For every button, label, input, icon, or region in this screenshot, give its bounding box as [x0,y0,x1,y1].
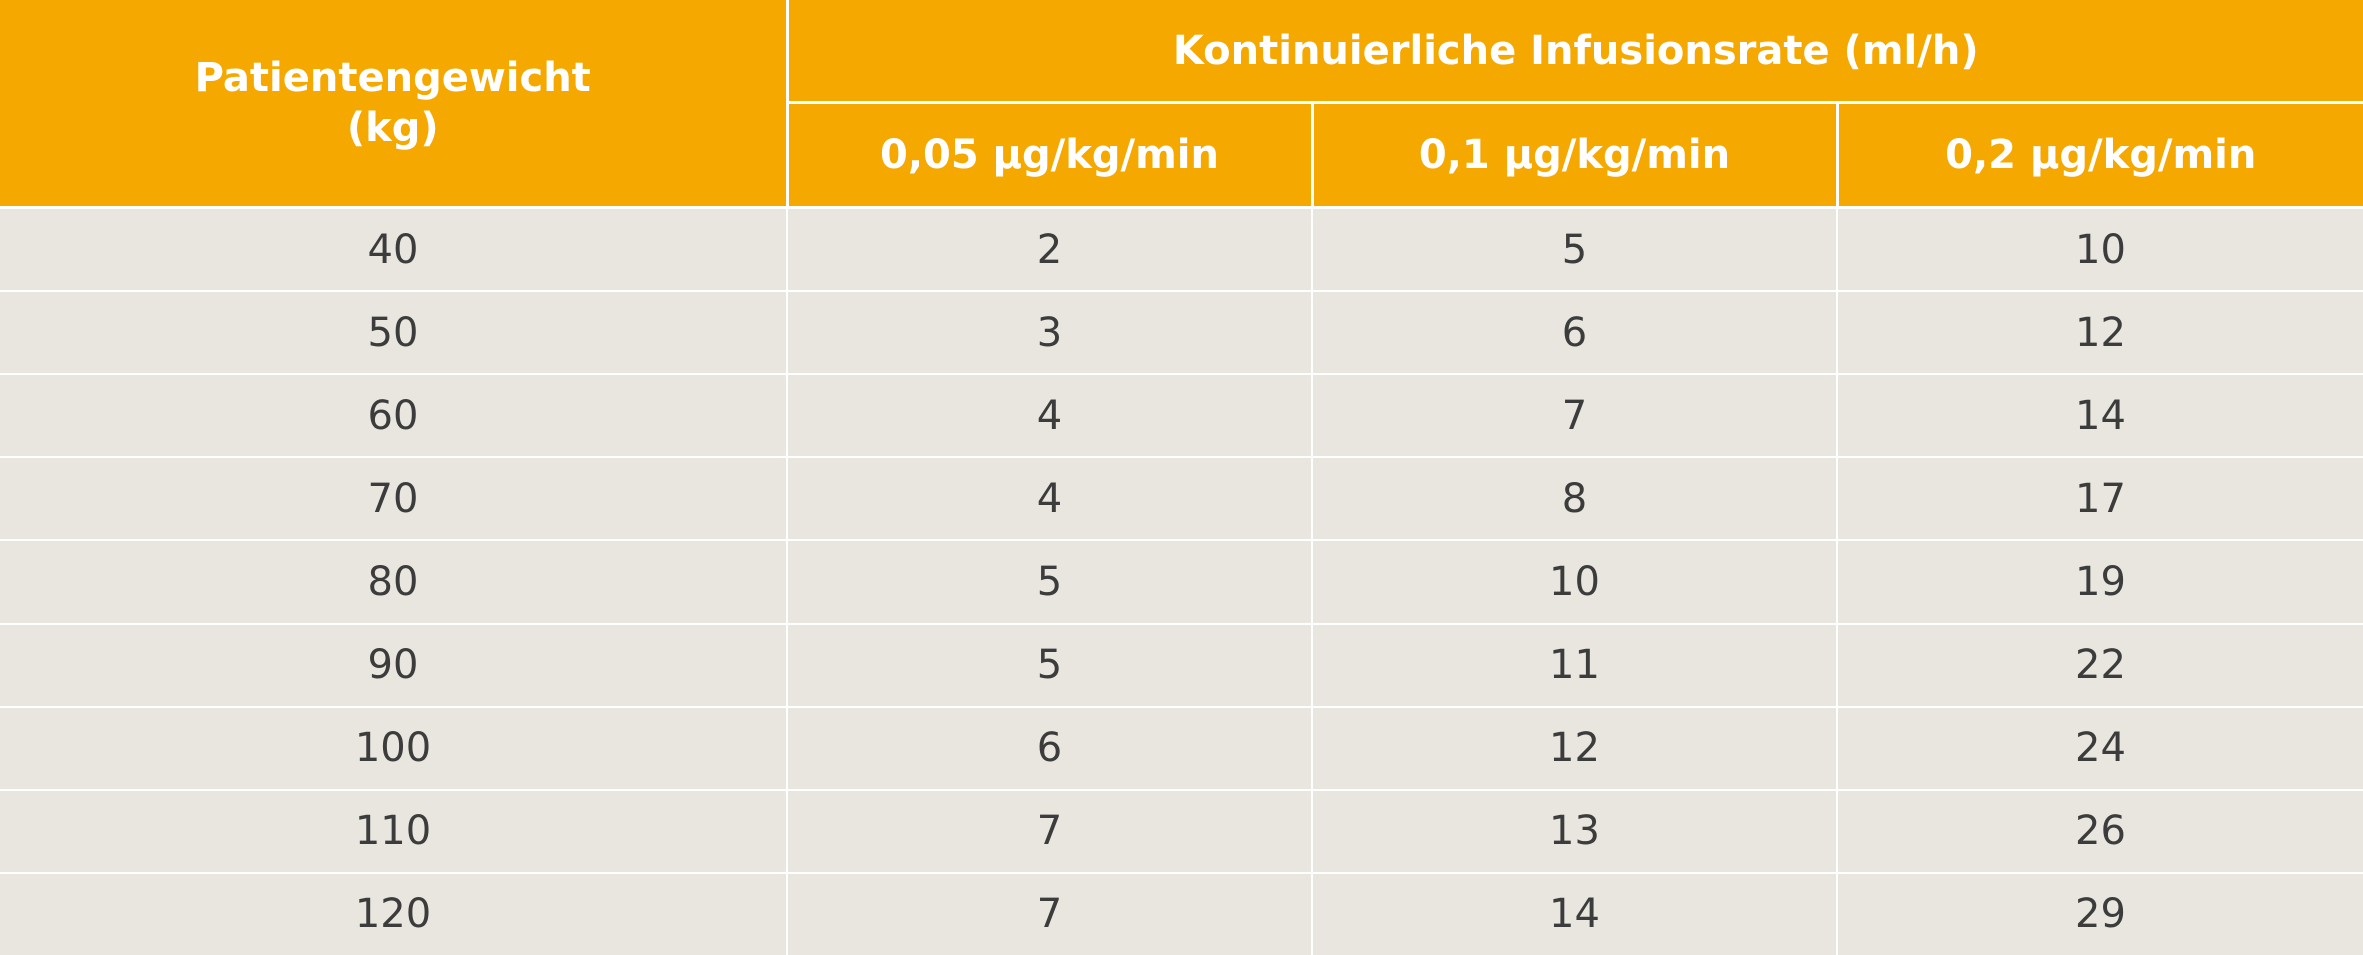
table-row: 70 4 8 17 [0,456,2363,542]
table-row: 50 3 6 12 [0,290,2363,376]
rate-cell: 14 [1311,871,1838,955]
rate-cell: 6 [786,705,1313,791]
rate-cell: 7 [786,871,1313,955]
weight-cell: 40 [0,206,788,293]
rate-cell: 6 [1311,290,1838,376]
rate-cell: 3 [786,290,1313,376]
rate-cell: 17 [1836,456,2363,542]
table-row: 120 7 14 29 [0,871,2363,955]
rate-cell: 5 [786,622,1313,708]
rate-cell: 7 [1311,373,1838,459]
rate-cell: 19 [1836,539,2363,625]
rate-cell: 4 [786,373,1313,459]
rate-cell: 10 [1311,539,1838,625]
table-row: 110 7 13 26 [0,788,2363,874]
header-row-doses: 0,05 µg/kg/min 0,1 µg/kg/min 0,2 µg/kg/m… [0,101,2363,209]
rate-cell: 29 [1836,871,2363,955]
dose-column-header: 0,1 µg/kg/min [1310,101,1839,209]
rate-cell: 8 [1311,456,1838,542]
rate-cell: 12 [1836,290,2363,376]
patient-weight-header-unit: (kg) [346,105,439,151]
dose-column-header: 0,2 µg/kg/min [1835,101,2363,209]
weight-cell: 100 [0,705,788,791]
rate-cell: 13 [1311,788,1838,874]
rate-cell: 4 [786,456,1313,542]
table-body: 40 2 5 10 50 3 6 12 60 4 7 14 70 4 8 17 … [0,206,2363,955]
rate-cell: 26 [1836,788,2363,874]
dose-column-header: 0,05 µg/kg/min [785,101,1314,209]
infusion-rate-group-header: Kontinuierliche Infusionsrate (ml/h) [785,0,2363,104]
table-header: Patientengewicht (kg) Kontinuierliche In… [0,0,2363,209]
weight-cell: 60 [0,373,788,459]
rate-cell: 2 [786,206,1313,293]
table-row: 60 4 7 14 [0,373,2363,459]
rate-cell: 22 [1836,622,2363,708]
rate-cell: 14 [1836,373,2363,459]
weight-cell: 80 [0,539,788,625]
rate-cell: 7 [786,788,1313,874]
patient-weight-header-label: Patientengewicht [194,55,591,101]
patient-weight-header: Patientengewicht (kg) [0,0,789,209]
rate-cell: 5 [1311,206,1838,293]
rate-cell: 10 [1836,206,2363,293]
table-row: 90 5 11 22 [0,622,2363,708]
table-row: 100 6 12 24 [0,705,2363,791]
rate-cell: 12 [1311,705,1838,791]
rate-cell: 24 [1836,705,2363,791]
rate-cell: 11 [1311,622,1838,708]
table-row: 80 5 10 19 [0,539,2363,625]
rate-cell: 5 [786,539,1313,625]
weight-cell: 50 [0,290,788,376]
header-row-top: Patientengewicht (kg) Kontinuierliche In… [0,0,2363,209]
weight-cell: 90 [0,622,788,708]
weight-cell: 70 [0,456,788,542]
weight-cell: 120 [0,871,788,955]
table-row: 40 2 5 10 [0,206,2363,293]
weight-cell: 110 [0,788,788,874]
